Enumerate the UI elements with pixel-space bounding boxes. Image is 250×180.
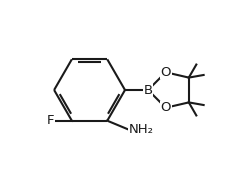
Text: F: F bbox=[46, 114, 54, 127]
Text: B: B bbox=[144, 84, 152, 96]
Text: NH₂: NH₂ bbox=[128, 123, 154, 136]
Text: O: O bbox=[160, 66, 171, 79]
Text: O: O bbox=[160, 101, 171, 114]
